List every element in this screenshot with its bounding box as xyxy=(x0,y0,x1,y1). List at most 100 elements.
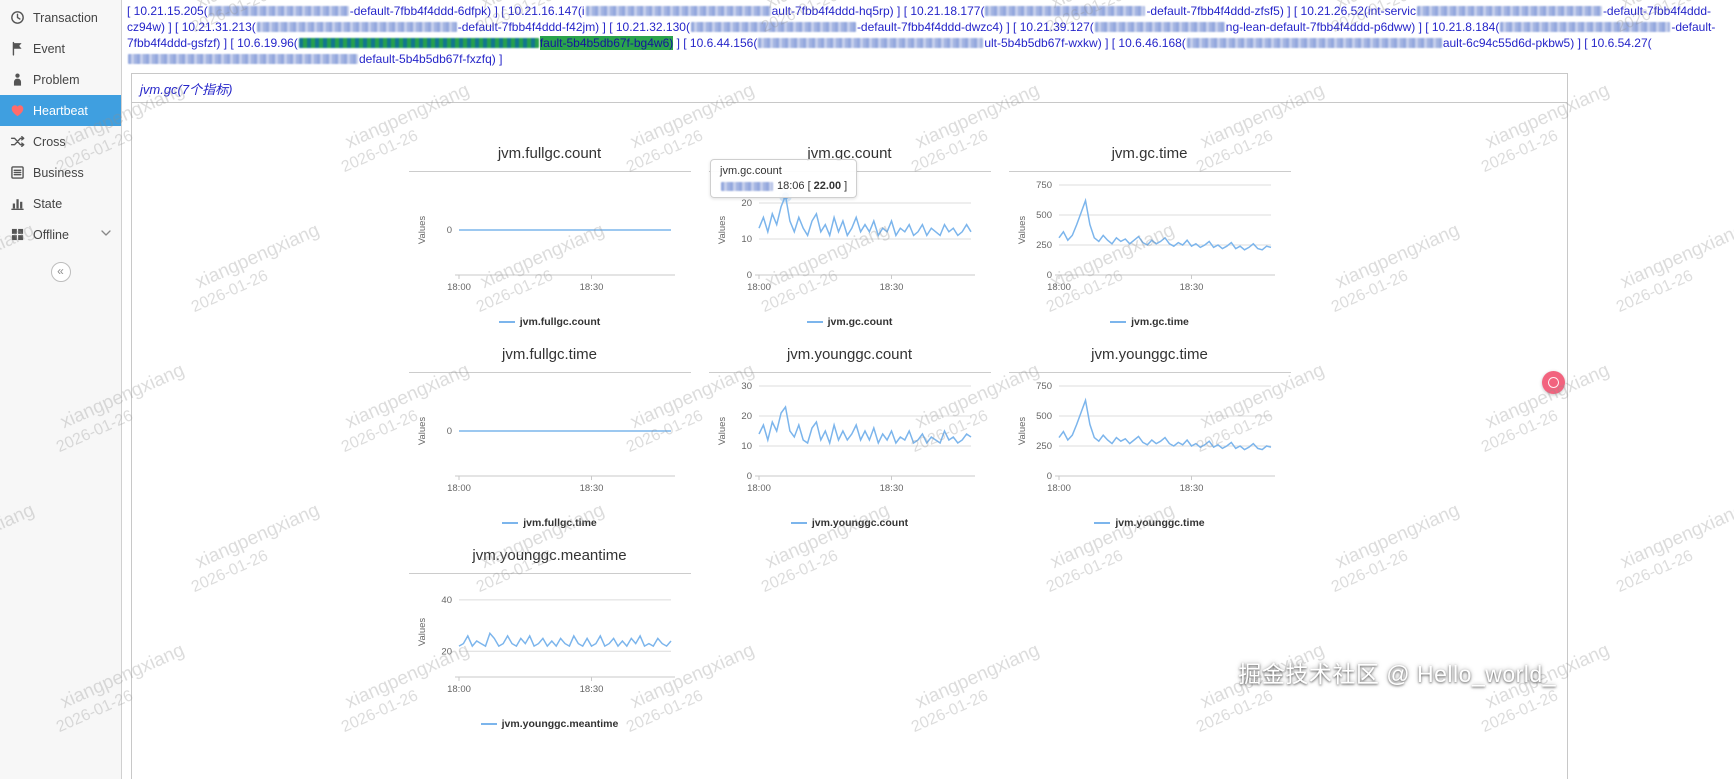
machine-ip: [ 10.21.26.52(int-servic xyxy=(1293,4,1416,18)
machine-pod-name: -default-7fbb4f4ddd-6dfpk) xyxy=(349,4,492,18)
svg-text:18:00: 18:00 xyxy=(447,684,471,695)
floating-action-button[interactable] xyxy=(1542,371,1565,394)
machine-ip: [ 10.6.19.96( xyxy=(230,36,298,50)
svg-text:40: 40 xyxy=(441,595,452,606)
machine-link[interactable]: [ 10.21.26.52(int-servic -default-7fbb4f4… xyxy=(127,4,1711,34)
svg-text:18:30: 18:30 xyxy=(879,282,903,293)
redacted-text xyxy=(1416,6,1602,16)
chart-plot-area[interactable]: 20 40 18:00 18:30 Values xyxy=(413,579,687,716)
list-icon xyxy=(10,165,25,180)
chart-plot-area[interactable]: 0 10 20 30 18:00 18:30 Values xyxy=(713,378,987,515)
chart-jvm.fullgc.count: jvm.fullgc.count 0 18:00 18:30 Values jvm.ful… xyxy=(400,145,700,328)
redacted-text xyxy=(208,6,349,16)
shuffle-icon xyxy=(10,134,25,149)
machine-bracket: ] xyxy=(599,20,606,34)
machine-list: [ 10.21.15.205( -default-7fbb4f4ddd-6dfpk… xyxy=(122,0,1734,69)
redacted-text xyxy=(690,22,856,32)
chart-legend[interactable]: jvm.younggc.meantime xyxy=(480,718,618,730)
machine-link[interactable]: [ 10.6.44.156(ult-5b4b5db67f-wxkw) ] xyxy=(683,36,1108,50)
machine-link[interactable]: [ 10.21.8.184(-default-7fbb4f4ddd-gsfzf)… xyxy=(127,20,1715,50)
machine-bracket: ] xyxy=(673,36,680,50)
redacted-text xyxy=(1500,22,1671,32)
sidebar-item-label: Cross xyxy=(33,134,66,149)
chart-legend[interactable]: jvm.fullgc.count xyxy=(498,316,600,328)
sidebar-item-offline[interactable]: Offline xyxy=(0,219,121,250)
svg-text:10: 10 xyxy=(741,441,752,452)
redacted-text xyxy=(256,22,457,32)
person-icon xyxy=(10,72,25,87)
sidebar-collapse-button[interactable]: « xyxy=(50,262,71,282)
machine-link[interactable]: [ 10.21.15.205( -default-7fbb4f4ddd-6dfpk… xyxy=(127,4,498,18)
machine-ip: [ 10.21.8.184( xyxy=(1425,20,1500,34)
redacted-text xyxy=(985,6,1146,16)
svg-text:18:30: 18:30 xyxy=(579,483,603,494)
chart-plot-area[interactable]: 0 250 500 750 18:00 18:30 Values xyxy=(1013,378,1287,515)
legend-marker xyxy=(1110,321,1127,323)
footer-credit: 掘金技术社区 @ Hello_world_ xyxy=(1238,661,1556,687)
machine-bracket: ] xyxy=(1003,20,1010,34)
sidebar-item-state[interactable]: State xyxy=(0,188,121,219)
sidebar-item-cross[interactable]: Cross xyxy=(0,126,121,157)
machine-link[interactable]: [ 10.21.16.147(i ault-7fbb4f4ddd-hq5rp) ] xyxy=(501,4,900,18)
machine-link[interactable]: [ 10.21.32.130(-default-7fbb4f4ddd-dwzc4… xyxy=(609,20,1010,34)
svg-text:750: 750 xyxy=(1036,381,1052,392)
chart-title: jvm.younggc.time xyxy=(1008,346,1291,373)
legend-label: jvm.gc.count xyxy=(827,316,893,328)
chart-plot-area[interactable]: 0 18:00 18:30 Values xyxy=(413,378,687,515)
chart-plot-area[interactable]: 0 250 500 750 18:00 18:30 Values xyxy=(1013,177,1287,314)
machine-link[interactable]: [ 10.21.39.127(ng-lean-default-7fbb4f4dd… xyxy=(1013,20,1422,34)
machine-link[interactable]: [ 10.21.31.213(-default-7fbb4f4ddd-f42jm… xyxy=(175,20,606,34)
svg-text:0: 0 xyxy=(1046,471,1051,482)
chart-legend[interactable]: jvm.gc.time xyxy=(1110,316,1189,328)
svg-text:18:00: 18:00 xyxy=(747,483,771,494)
svg-text:Values: Values xyxy=(417,618,428,647)
chart-legend[interactable]: jvm.gc.count xyxy=(806,316,893,328)
chart-title: jvm.younggc.meantime xyxy=(408,547,691,574)
chart-legend[interactable]: jvm.fullgc.time xyxy=(502,517,597,529)
svg-text:18:00: 18:00 xyxy=(747,282,771,293)
svg-text:18:00: 18:00 xyxy=(447,483,471,494)
sidebar-item-label: Business xyxy=(33,165,84,180)
chart-legend[interactable]: jvm.younggc.count xyxy=(790,517,908,529)
chart-plot-area[interactable]: 0 18:00 18:30 Values xyxy=(413,177,687,314)
machine-ip: [ 10.21.15.205( xyxy=(127,4,208,18)
machine-ip: [ 10.6.44.156( xyxy=(683,36,758,50)
machine-ip: [ 10.6.46.168( xyxy=(1111,36,1186,50)
machine-link[interactable]: [ 10.6.46.168(ault-6c94c55d6d-pkbw5) ] xyxy=(1112,36,1581,50)
sidebar-item-problem[interactable]: Problem xyxy=(0,64,121,95)
bar-chart-icon xyxy=(10,196,25,211)
legend-marker xyxy=(480,723,497,725)
tooltip-series-name: jvm.gc.count xyxy=(720,165,782,177)
chart-plot-area[interactable]: 0 10 20 18:00 18:30 Values xyxy=(713,177,987,314)
chart-jvm.fullgc.time: jvm.fullgc.time 0 18:00 18:30 Values jvm.full… xyxy=(400,346,700,529)
chart-jvm.younggc.count: jvm.younggc.count 0 10 20 30 18:00 18:30 Values… xyxy=(700,346,1000,529)
redacted-text xyxy=(585,6,771,16)
legend-marker xyxy=(790,522,807,524)
svg-text:750: 750 xyxy=(1036,180,1052,191)
section-title[interactable]: jvm.gc(7个指标) xyxy=(132,74,1567,103)
svg-text:18:30: 18:30 xyxy=(579,282,603,293)
legend-marker xyxy=(1094,522,1111,524)
svg-text:30: 30 xyxy=(741,381,752,392)
sidebar-item-business[interactable]: Business xyxy=(0,157,121,188)
machine-link[interactable]: [ 10.6.19.96(fault-5b4b5db67f-bg4w6) ] xyxy=(230,36,680,50)
sidebar-item-transaction[interactable]: Transaction xyxy=(0,2,121,33)
machine-bracket: ] xyxy=(1574,36,1581,50)
redacted-text xyxy=(721,181,773,191)
legend-marker xyxy=(806,321,823,323)
svg-text:500: 500 xyxy=(1036,210,1052,221)
chart-legend[interactable]: jvm.younggc.time xyxy=(1094,517,1205,529)
sidebar-item-heartbeat[interactable]: Heartbeat xyxy=(0,95,121,126)
machine-bracket: ] xyxy=(220,36,228,50)
machine-link[interactable]: [ 10.21.18.177(-default-7fbb4f4ddd-zfsf5… xyxy=(904,4,1291,18)
machine-link[interactable]: [ 10.6.54.27(default-5b4b5db67f-fxzfq) ] xyxy=(127,36,1652,66)
chart-jvm.younggc.meantime: jvm.younggc.meantime 20 40 18:00 18:30 Values… xyxy=(400,547,700,730)
machine-bracket: ] xyxy=(1283,4,1291,18)
svg-text:18:30: 18:30 xyxy=(1179,282,1203,293)
sidebar-item-event[interactable]: Event xyxy=(0,33,121,64)
machine-pod-name: ult-5b4b5db67f-wxkw) xyxy=(984,36,1102,50)
svg-text:Values: Values xyxy=(717,417,728,446)
heart-icon xyxy=(10,103,25,118)
main-content: [ 10.21.15.205( -default-7fbb4f4ddd-6dfpk… xyxy=(122,0,1734,779)
